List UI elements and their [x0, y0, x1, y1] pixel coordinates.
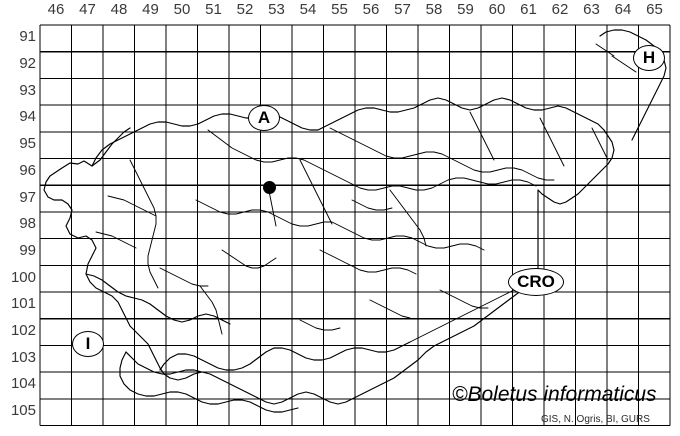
grid-col-label-60: 60: [488, 1, 506, 18]
grid-row-label-94: 94: [19, 108, 36, 126]
grid-col-label-49: 49: [142, 1, 159, 18]
grid-row-label-97: 97: [19, 188, 36, 206]
grid-col-label-50: 50: [173, 1, 191, 18]
grid-col-label-56: 56: [362, 1, 380, 18]
grid-row-label-100: 100: [10, 268, 36, 286]
grid-row-label-102: 102: [10, 322, 36, 340]
country-label-italy: I: [72, 331, 104, 357]
grid-col-label-46: 46: [47, 1, 65, 18]
country-label-croatia: CRO: [508, 268, 564, 296]
grid-col-label-61: 61: [520, 1, 537, 18]
grid-row-label-105: 105: [10, 402, 36, 420]
grid-col-label-52: 52: [236, 1, 254, 18]
grid-col-label-54: 54: [299, 1, 317, 18]
grid-col-label-51: 51: [205, 1, 222, 18]
grid-row-label-103: 103: [10, 348, 36, 366]
grid-col-label-58: 58: [425, 1, 443, 18]
data-credit-label: GIS, N. Ogris, BI, GURS: [541, 414, 650, 425]
grid-col-label-62: 62: [551, 1, 569, 18]
occurrence-point-1: [263, 181, 276, 194]
grid-row-label-98: 98: [19, 215, 36, 233]
grid-row-label-92: 92: [19, 55, 36, 73]
grid-row-label-99: 99: [19, 241, 36, 259]
country-label-austria: A: [248, 105, 280, 131]
copyright-label: ©Boletus informaticus: [452, 383, 657, 406]
grid-col-label-65: 65: [646, 1, 663, 18]
grid-col-label-57: 57: [394, 1, 411, 18]
grid-row-label-96: 96: [19, 161, 36, 179]
grid-col-label-48: 48: [110, 1, 128, 18]
grid-row-label-93: 93: [19, 81, 36, 99]
grid-col-label-53: 53: [268, 1, 285, 18]
grid-col-label-59: 59: [457, 1, 474, 18]
grid-col-label-55: 55: [331, 1, 348, 18]
grid-row-label-104: 104: [10, 375, 36, 393]
grid-row-label-101: 101: [10, 295, 36, 313]
grid-row-label-91: 91: [19, 28, 36, 46]
grid-col-label-64: 64: [614, 1, 632, 18]
country-label-hungary: H: [633, 45, 665, 71]
grid-col-label-47: 47: [79, 1, 96, 18]
grid-col-label-63: 63: [583, 1, 600, 18]
grid-row-label-95: 95: [19, 135, 36, 153]
